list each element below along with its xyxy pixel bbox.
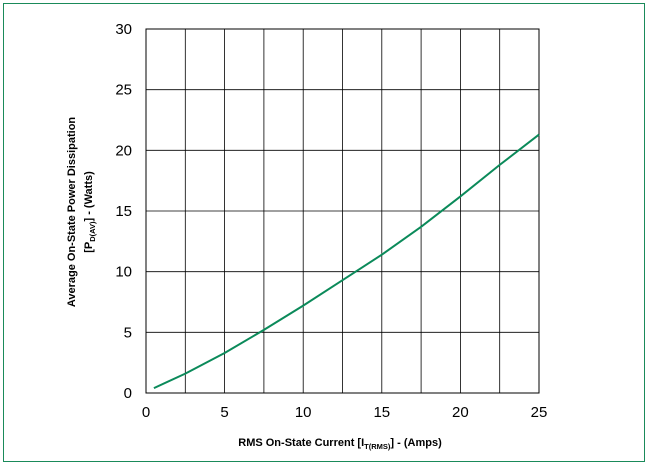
y-axis-label-subscript: D(AV) (88, 221, 97, 242)
tick-labels: 0 5 10 15 20 25 0 5 10 15 20 25 30 (115, 21, 547, 421)
x-tick-label: 10 (295, 404, 312, 421)
x-axis-label-subscript: T(RMS) (364, 442, 391, 451)
y-axis-label-suffix: ] - (Watts) (83, 171, 95, 222)
grid (146, 29, 539, 393)
x-axis-label-main: RMS On-State Current [I (238, 437, 364, 449)
y-tick-label: 20 (115, 142, 132, 159)
y-tick-label: 10 (115, 264, 132, 281)
plot-border (145, 28, 540, 394)
series-group (153, 133, 540, 390)
y-axis-label-main: [P (83, 242, 95, 253)
x-tick-label: 5 (220, 404, 228, 421)
x-tick-label: 25 (531, 404, 548, 421)
y-tick-label: 30 (115, 21, 132, 38)
y-axis-label-line2: [PD(AV)] - (Watts) (83, 171, 97, 253)
x-tick-label: 0 (142, 404, 150, 421)
x-axis-label-suffix: ] - (Amps) (390, 437, 442, 449)
chart-frame (3, 3, 645, 462)
y-axis-label-line1: Average On-State Power Dissipation (66, 117, 78, 308)
x-tick-label: 20 (452, 404, 469, 421)
series-line (153, 133, 540, 390)
y-tick-label: 0 (124, 385, 132, 402)
y-tick-label: 15 (115, 203, 132, 220)
x-axis-label: RMS On-State Current [IT(RMS)] - (Amps) (238, 437, 442, 451)
y-tick-label: 25 (115, 82, 132, 99)
x-tick-label: 15 (373, 404, 390, 421)
y-tick-label: 5 (124, 324, 132, 341)
